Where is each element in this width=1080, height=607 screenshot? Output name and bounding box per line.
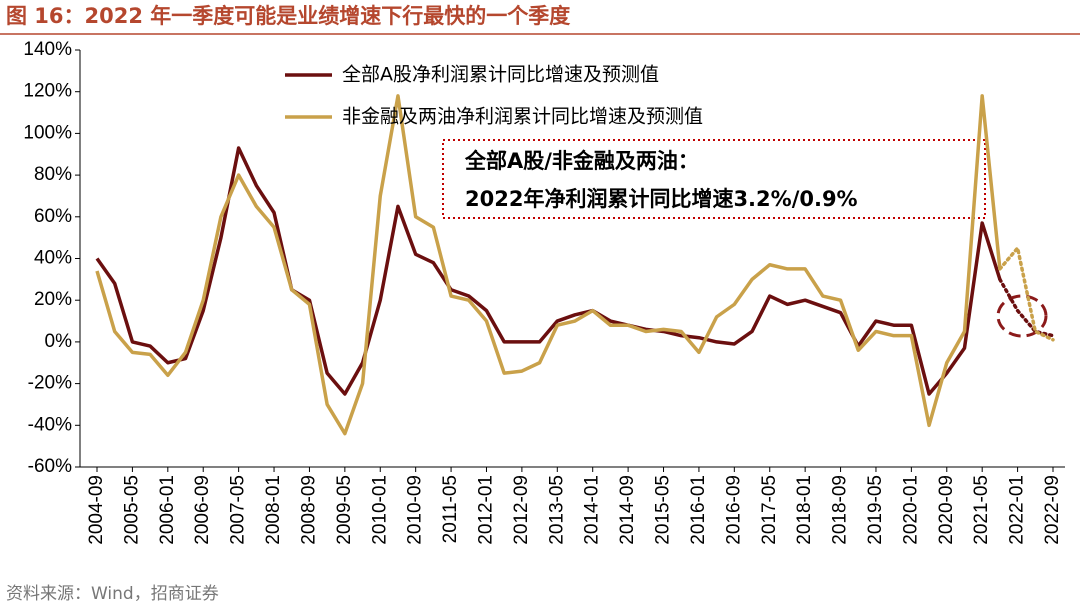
x-tick-label: 2015-05 [653, 475, 674, 545]
x-tick-label: 2014-01 [582, 475, 603, 545]
y-tick-label: 80% [34, 164, 72, 185]
x-tick-label: 2022-01 [1007, 475, 1028, 545]
x-tick-label: 2008-09 [298, 475, 319, 545]
x-tick-label: 2009-05 [334, 475, 355, 545]
highlight-circle [996, 294, 1048, 338]
y-tick-label: 0% [45, 331, 73, 352]
source: 资料来源：Wind，招商证券 [6, 584, 219, 604]
x-tick-label: 2007-05 [228, 475, 249, 545]
y-tick-label: 100% [23, 122, 72, 143]
x-tick-label: 2012-01 [475, 475, 496, 545]
annotation: 全部A股/非金融及两油： [464, 149, 699, 173]
x-tick-label: 2008-01 [263, 475, 284, 545]
y-tick-label: 120% [23, 81, 72, 102]
x-tick-label: 2010-09 [405, 475, 426, 545]
legend-label: 全部A股净利润累计同比增速及预测值 [342, 64, 659, 86]
forecast-line [998, 246, 1055, 342]
x-tick-label: 2020-09 [936, 475, 957, 545]
x-tick-label: 2005-05 [121, 475, 142, 545]
annotation: 2022年净利润累计同比增速3.2%/0.9% [465, 187, 858, 211]
annotation-box [442, 139, 986, 219]
x-tick-label: 2016-09 [723, 475, 744, 545]
y-tick-label: 60% [34, 206, 72, 227]
chart-title: 图 16：2022 年一季度可能是业绩增速下行最快的一个季度 [6, 4, 570, 28]
x-tick-label: 2017-05 [759, 475, 780, 545]
series-line [95, 94, 1002, 436]
x-tick-label: 2012-09 [511, 475, 532, 545]
x-tick-label: 2020-01 [900, 475, 921, 545]
y-tick-label: -20% [28, 373, 72, 394]
y-tick-label: -60% [28, 456, 72, 477]
x-tick-label: 2013-05 [546, 475, 567, 545]
x-tick-label: 2019-05 [865, 475, 886, 545]
forecast-line [998, 277, 1055, 338]
x-tick-label: 2004-09 [86, 475, 107, 545]
x-tick-label: 2011-05 [440, 475, 461, 543]
y-tick-label: 40% [34, 248, 72, 269]
x-tick-label: 2014-09 [617, 475, 638, 545]
y-tick-label: -40% [28, 414, 72, 435]
x-tick-label: 2006-09 [192, 475, 213, 545]
series-line [95, 146, 1002, 396]
x-tick-label: 2006-01 [157, 475, 178, 545]
x-tick-label: 2010-01 [369, 475, 390, 545]
x-tick-label: 2016-01 [688, 475, 709, 545]
y-tick-label: 140% [23, 39, 72, 60]
x-tick-label: 2018-09 [830, 475, 851, 545]
legend-label: 非金融及两油净利润累计同比增速及预测值 [342, 106, 703, 128]
y-tick-label: 20% [34, 289, 72, 310]
x-tick-label: 2021-05 [971, 475, 992, 545]
x-tick-label: 2018-01 [794, 475, 815, 545]
x-tick-label: 2022-09 [1042, 475, 1063, 545]
